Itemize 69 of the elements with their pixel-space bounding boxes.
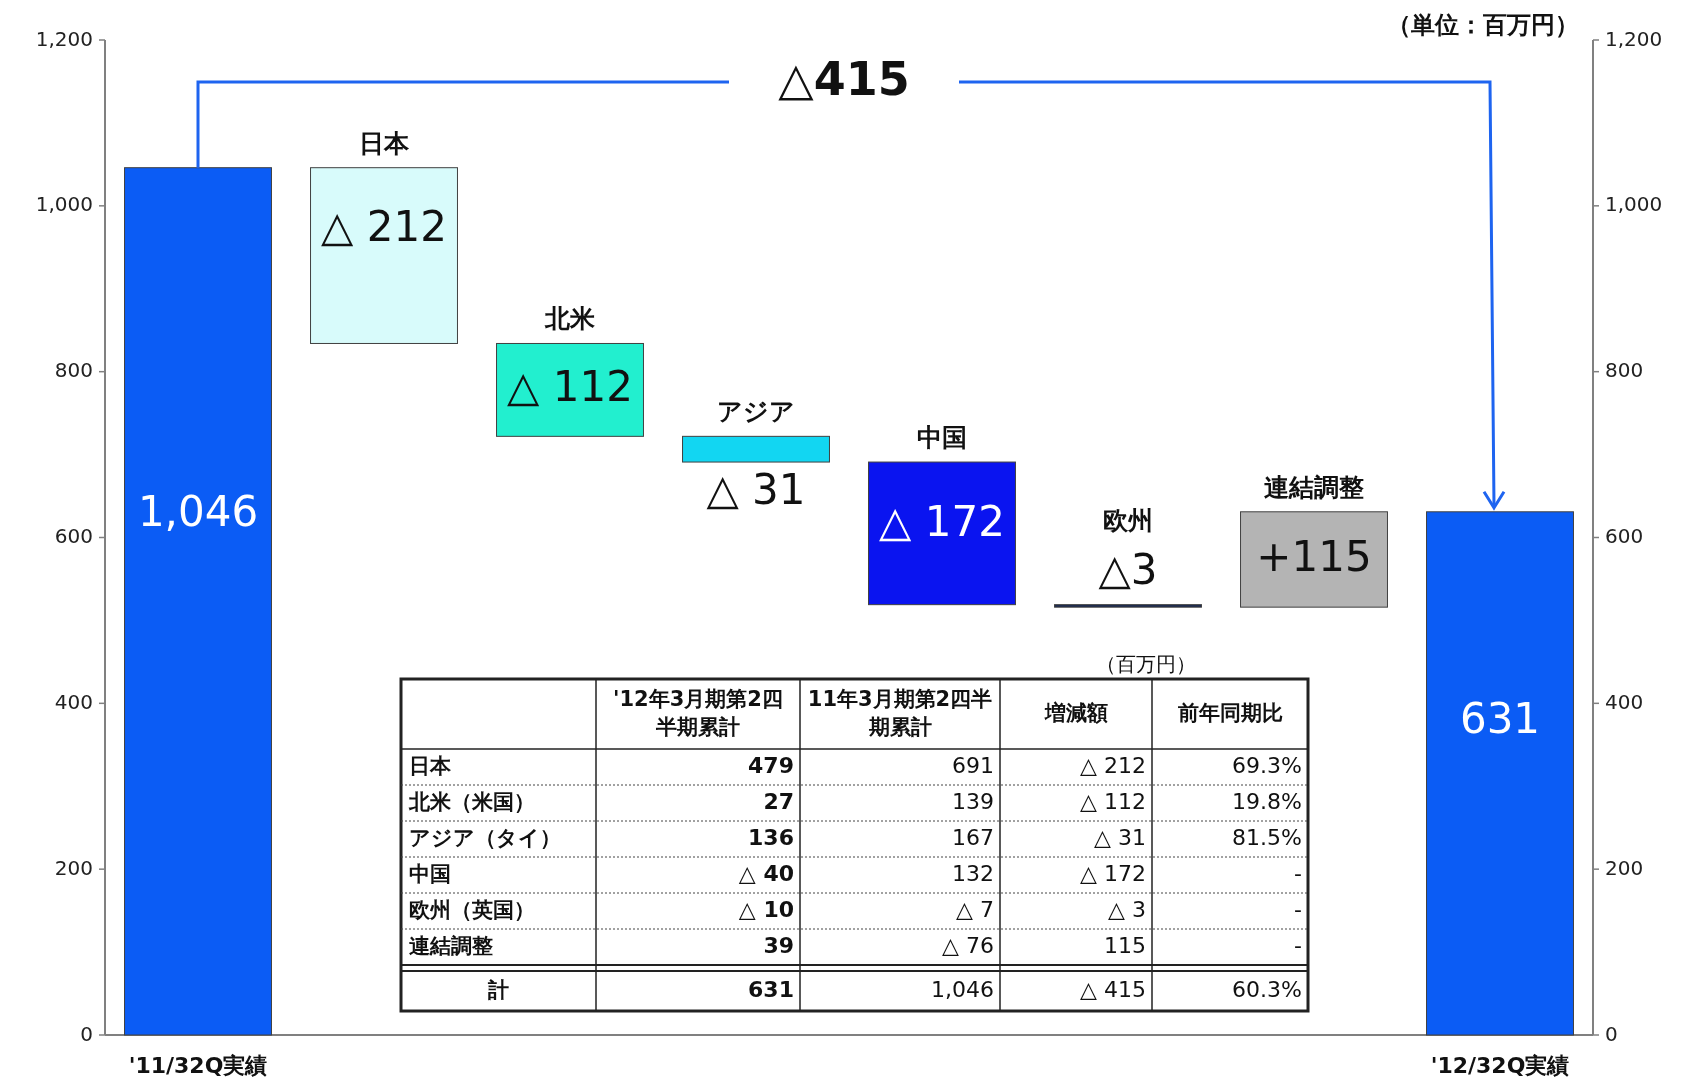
category-label: 増減額 — [1043, 701, 1108, 725]
annotation: （百万円） — [1096, 652, 1196, 676]
text: 115 — [1104, 933, 1146, 958]
x-tick-label: アジア — [717, 397, 795, 427]
text: 60.3% — [1232, 977, 1302, 1002]
category-label: アジア（タイ） — [409, 826, 561, 850]
y2-tick-label: 800 — [1605, 358, 1644, 383]
data-label: +115 — [1256, 531, 1372, 581]
y-tick-label: 400 — [54, 689, 93, 714]
category-label: 欧州（英国） — [409, 898, 535, 922]
y-tick-label: 1,200 — [35, 26, 93, 51]
text: △ 415 — [1080, 977, 1146, 1002]
text: △ 76 — [942, 933, 994, 958]
y-tick-label: 200 — [54, 855, 93, 880]
category-label: 連結調整 — [409, 934, 493, 958]
text: 631 — [748, 977, 794, 1002]
text: 39 — [763, 933, 794, 958]
text: △ 212 — [1080, 753, 1146, 778]
category-label: 11年3月期第2四半期累計 — [807, 687, 993, 739]
text: 136 — [748, 825, 794, 850]
text: 167 — [952, 825, 994, 850]
annotation: △415 — [778, 51, 910, 106]
text: △ 172 — [1080, 861, 1146, 886]
data-label: 631 — [1459, 693, 1541, 743]
text: 691 — [952, 753, 994, 778]
text: 69.3% — [1232, 753, 1302, 778]
category-label: '12年3月期第2四半期累計 — [613, 687, 783, 739]
text: 1,046 — [931, 977, 994, 1002]
text: △ 112 — [1080, 789, 1146, 814]
y2-tick-label: 1,200 — [1605, 26, 1663, 51]
text: - — [1294, 897, 1302, 922]
category-label: 前年同期比 — [1176, 701, 1283, 725]
data-label: △ 112 — [507, 362, 633, 412]
category-label: 中国 — [409, 862, 451, 886]
x-tick-label: '12/32Q実績 — [1430, 1053, 1570, 1078]
text: - — [1294, 861, 1302, 886]
y2-tick-label: 200 — [1605, 855, 1644, 880]
y-tick-label: 1,000 — [35, 192, 93, 217]
y-tick-label: 0 — [80, 1021, 93, 1046]
category-label: 日本 — [409, 754, 451, 778]
y2-tick-label: 0 — [1605, 1021, 1618, 1046]
text: △ 3 — [1108, 897, 1146, 922]
text: - — [1294, 933, 1302, 958]
text: △ 10 — [738, 897, 794, 922]
data-label: 1,046 — [137, 487, 259, 537]
text: △ 7 — [956, 897, 994, 922]
y2-tick-label: 1,000 — [1605, 192, 1663, 217]
data-label: △3 — [1098, 545, 1158, 595]
text: △ 31 — [1094, 825, 1146, 850]
data-label: △ 31 — [706, 464, 806, 514]
y-tick-label: 600 — [54, 524, 93, 548]
text: △ 40 — [738, 861, 794, 886]
y-tick-label: 800 — [54, 358, 93, 383]
text: 27 — [763, 789, 794, 814]
text: 132 — [952, 861, 994, 886]
category-label: 計 — [488, 978, 509, 1002]
data-label: △ 212 — [321, 202, 447, 252]
category-label: 北米（米国） — [409, 790, 535, 814]
text: 19.8% — [1232, 789, 1302, 814]
text: （単位：百万円） — [1387, 11, 1579, 39]
text: 81.5% — [1232, 825, 1302, 850]
x-tick-label: 欧州 — [1103, 505, 1153, 535]
y2-tick-label: 400 — [1605, 689, 1644, 714]
data-label: △ 172 — [879, 496, 1005, 546]
x-tick-label: 北米 — [544, 304, 595, 334]
text: 479 — [748, 753, 794, 778]
x-tick-label: '11/32Q実績 — [128, 1053, 268, 1078]
y2-tick-label: 600 — [1605, 524, 1644, 548]
text: 139 — [952, 789, 994, 814]
